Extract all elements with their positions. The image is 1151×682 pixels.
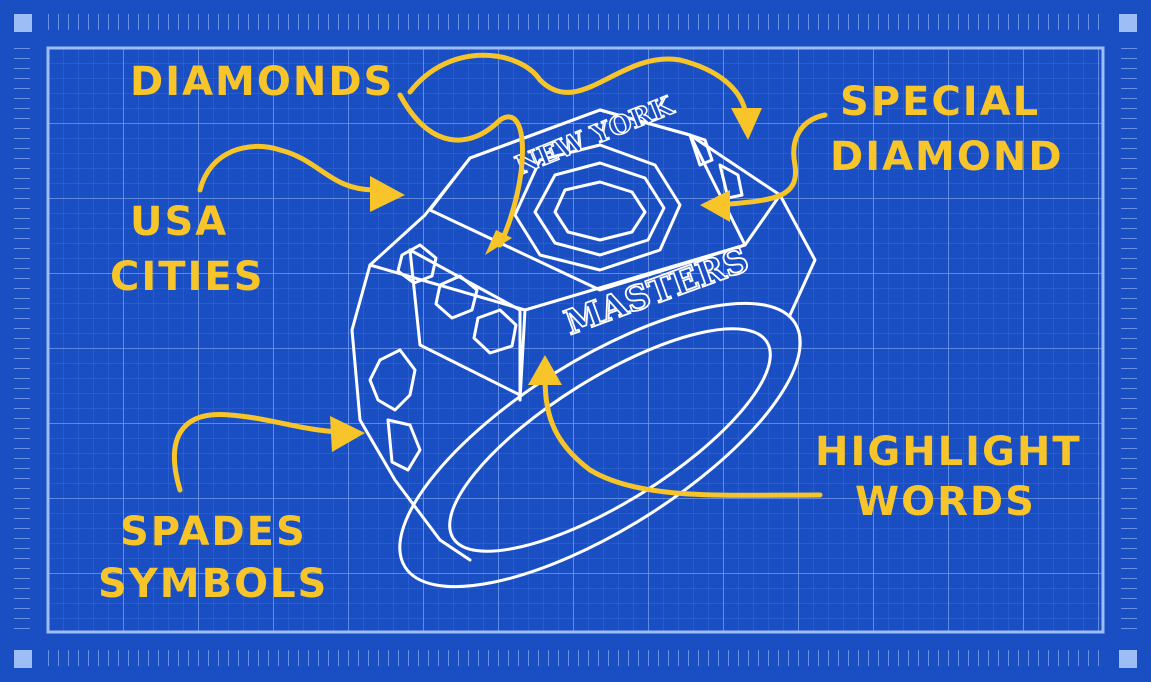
usa-cities-arrow bbox=[197, 143, 378, 193]
label-special-line2: DIAMOND bbox=[830, 134, 1064, 180]
diamonds-arrowhead bbox=[485, 230, 512, 255]
highlight-words-arrow bbox=[542, 372, 823, 498]
special-diamond-arrowhead bbox=[700, 190, 730, 222]
band-inner bbox=[448, 327, 772, 553]
diamonds-arrow bbox=[397, 92, 525, 248]
ring-shoulder bbox=[368, 193, 782, 312]
spades-symbols-arrow bbox=[171, 411, 343, 493]
major-grid bbox=[48, 48, 1103, 632]
label-special-line1: SPECIAL bbox=[840, 79, 1040, 125]
special-diamond-arrow bbox=[717, 112, 828, 208]
annotation-labels: DIAMONDS SPECIAL DIAMOND USA CITIES HIGH… bbox=[98, 59, 1082, 607]
spade-symbol-1 bbox=[368, 348, 417, 412]
rulers bbox=[14, 14, 1137, 666]
label-highlight-line1: HIGHLIGHT bbox=[815, 429, 1082, 475]
side-diamond-3 bbox=[472, 308, 518, 355]
label-usa-line1: USA bbox=[130, 199, 228, 245]
label-spades-line1: SPADES bbox=[120, 509, 307, 555]
label-diamonds: DIAMONDS bbox=[130, 59, 394, 105]
diamond-band bbox=[408, 248, 522, 397]
special-top-arrowhead bbox=[731, 108, 762, 140]
label-highlight-line2: WORDS bbox=[855, 479, 1036, 525]
special-diamond-table bbox=[553, 180, 647, 242]
special-diamond-mid bbox=[533, 161, 666, 257]
grid-border bbox=[46, 46, 1105, 634]
highlight-words-arrowhead bbox=[528, 355, 562, 385]
usa-cities-arrowhead bbox=[370, 176, 405, 212]
spade-symbol-2 bbox=[386, 418, 422, 472]
side-diamond-1 bbox=[396, 243, 438, 285]
corner-markers bbox=[14, 14, 1137, 668]
annotation-arrows bbox=[171, 52, 828, 498]
label-usa-line2: CITIES bbox=[110, 254, 265, 300]
spades-symbols-arrowhead bbox=[330, 416, 365, 452]
ring-prongs bbox=[688, 133, 744, 200]
ring-top-face bbox=[428, 108, 747, 292]
side-diamond-2 bbox=[434, 274, 479, 320]
arrowheads bbox=[330, 108, 762, 452]
special-diamond-outer bbox=[513, 143, 682, 272]
label-spades-line2: SYMBOLS bbox=[98, 561, 328, 607]
diamonds-to-special-arrow bbox=[407, 52, 748, 113]
